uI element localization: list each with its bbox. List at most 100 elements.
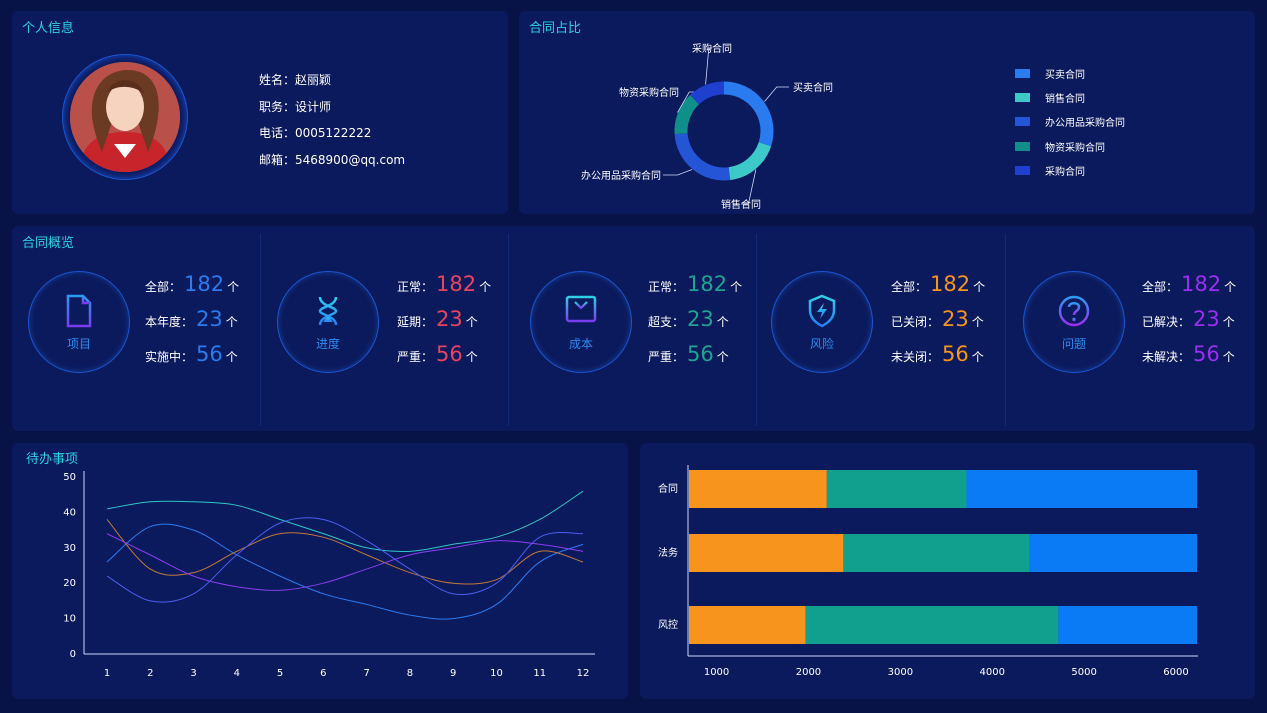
stat-unit: 个 (716, 350, 729, 364)
legend-label: 物资采购合同 (1045, 142, 1105, 154)
stat-row: 超支： 23 个 (648, 307, 729, 331)
stat-value: 23 (1193, 307, 1220, 331)
donut-slice (674, 132, 731, 181)
x-tick-label: 5000 (1071, 667, 1096, 678)
panel-title: 待办事项 (26, 452, 79, 467)
divider (756, 234, 757, 426)
stat-unit: 个 (225, 350, 238, 364)
legend-item[interactable]: 采购合同 (1015, 159, 1125, 183)
x-tick-label: 7 (363, 668, 369, 679)
x-tick-label: 2000 (796, 667, 821, 678)
donut-leader-line (663, 169, 693, 176)
series-line (106, 517, 584, 603)
stat-unit: 个 (479, 280, 492, 294)
x-tick-label: 2 (147, 668, 153, 679)
risk-card[interactable]: 风险 (771, 271, 873, 373)
contract-share-panel: 合同占比 买卖合同 销售合同 办公用品采购合同 物资采购合同 采购合同 买卖合同 销售合… (519, 11, 1255, 214)
issue-card[interactable]: 问题 (1023, 271, 1125, 373)
bar-segment (805, 606, 1059, 644)
legend-label: 采购合同 (1045, 167, 1085, 179)
divider (260, 234, 261, 426)
info-position: 职务：设计师 (259, 99, 332, 114)
stat-value: 56 (436, 342, 463, 366)
stat-value: 23 (196, 307, 223, 331)
stat-key: 已解决： (1142, 315, 1191, 329)
stat-row: 全部： 182 个 (891, 272, 985, 296)
y-tick-label: 40 (63, 507, 76, 518)
donut-label: 销售合同 (721, 198, 761, 211)
stacked-bar-panel: 合同 法务 风控 1000 2000 3000 4000 5000 6000 (640, 443, 1255, 699)
legend-item[interactable]: 物资采购合同 (1015, 134, 1125, 158)
stat-row: 延期： 23 个 (397, 307, 478, 331)
legend-swatch (1015, 141, 1030, 151)
stat-unit: 个 (1224, 280, 1237, 294)
shield-icon (808, 294, 836, 328)
stat-key: 全部： (145, 280, 182, 294)
bar-segment (826, 470, 967, 508)
legend-swatch (1015, 166, 1030, 176)
y-tick-label: 0 (70, 649, 76, 660)
stat-key: 全部： (891, 280, 928, 294)
stat-key: 实施中： (145, 350, 194, 364)
stat-key: 超支： (648, 315, 685, 329)
series-line (106, 533, 584, 591)
stat-unit: 个 (971, 350, 984, 364)
stat-value: 56 (1193, 342, 1220, 366)
donut-slice (690, 81, 725, 105)
project-card[interactable]: 项目 (28, 271, 130, 373)
info-name: 姓名：赵丽颖 (259, 73, 332, 87)
stat-row: 全部： 182 个 (1142, 272, 1236, 296)
progress-card[interactable]: 进度 (277, 271, 379, 373)
donut-label: 采购合同 (692, 42, 732, 55)
legend-label: 销售合同 (1045, 94, 1085, 106)
category-label: 合同 (658, 482, 678, 495)
y-tick-label: 30 (63, 543, 76, 554)
stat-key: 严重： (648, 350, 685, 364)
donut-legend: 买卖合同 销售合同 办公用品采购合同 物资采购合同 采购合同 (1015, 61, 1125, 183)
stat-unit: 个 (716, 315, 729, 329)
stat-value: 56 (942, 342, 969, 366)
legend-item[interactable]: 销售合同 (1015, 85, 1125, 109)
category-label: 法务 (658, 546, 678, 559)
todo-panel: 待办事项 0 10 20 30 40 50 1 2 3 4 5 6 7 8 9 10 11 12 (12, 443, 628, 699)
stat-value: 182 (184, 272, 225, 296)
stat-value: 23 (436, 307, 463, 331)
hourglass-icon (317, 295, 339, 327)
stat-key: 已关闭： (891, 315, 940, 329)
donut-slice (728, 141, 772, 181)
card-label: 进度 (315, 337, 340, 351)
x-tick-label: 1 (104, 668, 110, 679)
bar-segment (1029, 534, 1198, 572)
bar-segment (689, 534, 844, 572)
series-line (106, 523, 584, 620)
stat-value: 182 (1181, 272, 1222, 296)
stat-row: 未关闭： 56 个 (891, 342, 984, 366)
avatar (70, 62, 180, 172)
bar-segment (1058, 606, 1198, 644)
yuan-icon (565, 295, 597, 327)
stat-unit: 个 (465, 350, 478, 364)
stat-key: 全部： (1142, 280, 1179, 294)
stat-key: 未解决： (1142, 350, 1191, 364)
stat-value: 182 (930, 272, 971, 296)
stat-value: 23 (942, 307, 969, 331)
stat-row: 已关闭： 23 个 (891, 307, 984, 331)
bar-segment (966, 470, 1198, 508)
donut-leader-line (705, 47, 712, 85)
category-label: 风控 (658, 618, 678, 631)
stat-unit: 个 (730, 280, 743, 294)
x-tick-label: 4000 (980, 667, 1005, 678)
cost-card[interactable]: 成本 (530, 271, 632, 373)
divider (508, 234, 509, 426)
legend-item[interactable]: 办公用品采购合同 (1015, 110, 1125, 134)
question-icon (1058, 295, 1090, 327)
y-tick-label: 50 (63, 472, 76, 483)
panel-title: 合同概览 (22, 236, 75, 251)
legend-item[interactable]: 买卖合同 (1015, 61, 1125, 85)
stat-row: 正常： 182 个 (397, 272, 491, 296)
bar-segment (689, 606, 806, 644)
stat-value: 56 (196, 342, 223, 366)
avatar-ring (62, 54, 188, 180)
